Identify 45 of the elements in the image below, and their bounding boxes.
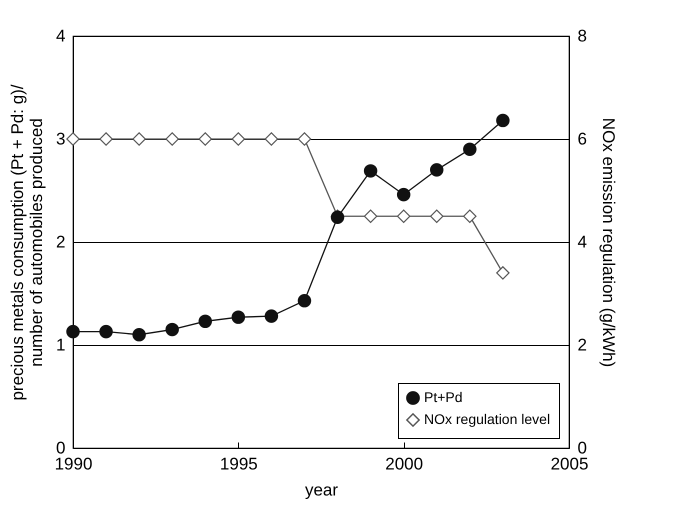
x-tick-label: 1995 [220,454,258,474]
x-tick-label: 2000 [385,454,424,474]
x-tick-label: 1990 [54,454,92,474]
legend-label: Pt+Pd [424,389,463,405]
y-tick-label: 3 [56,130,66,148]
point [430,163,444,177]
point [264,309,278,323]
point [463,142,477,156]
point [364,210,378,223]
y2-axis-title: NOx emission regulation (g/kWh) [598,118,618,368]
x-tick-label: 2005 [550,454,588,474]
point [232,310,246,324]
point [298,132,312,146]
legend-label: NOx regulation level [424,411,550,427]
y-tick-label: 2 [56,232,66,252]
point [165,322,179,336]
point [132,132,146,146]
point [198,132,212,146]
point [396,188,410,202]
y2-tick-label: 2 [578,336,587,354]
point [99,324,113,338]
point [396,210,410,223]
point [66,132,80,146]
point [99,132,113,146]
point [232,132,246,146]
y2-tick-label: 6 [578,130,587,148]
point [496,266,510,280]
y2-tick-label: 4 [578,232,587,252]
y-tick-label: 0 [56,438,66,458]
point [496,114,510,128]
point [463,210,477,223]
y2-tick-label: 0 [578,438,587,458]
point [132,328,146,342]
point [430,210,444,223]
x-axis-title: year [304,480,338,500]
point [364,164,378,178]
point [66,324,80,338]
point [165,132,179,146]
y-tick-label: 1 [56,336,66,354]
point [198,314,212,328]
point [298,294,312,308]
y-axis-title: precious metals consumption (Pt + Pd: g)/ number of automobiles produced [8,84,46,401]
point [264,132,278,146]
y2-tick-label: 8 [578,26,587,46]
y-tick-label: 4 [56,26,66,46]
